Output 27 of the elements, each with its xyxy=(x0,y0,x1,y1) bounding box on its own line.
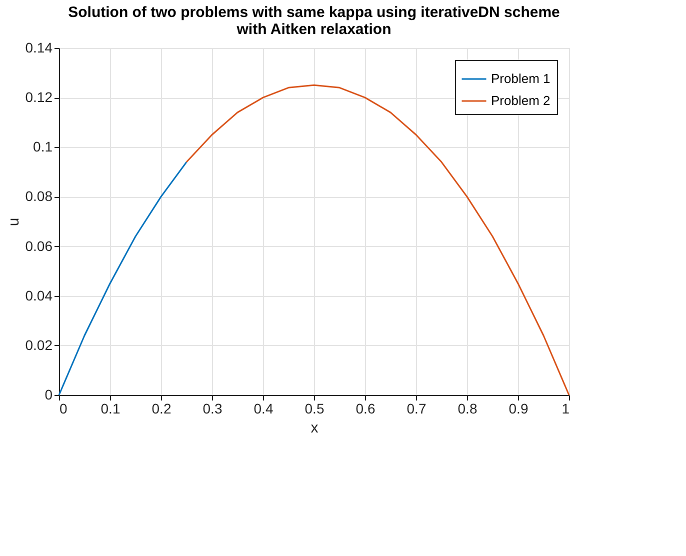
x-tick-label: 0.5 xyxy=(304,400,324,416)
legend-label: Problem 1 xyxy=(491,71,550,86)
x-tick-label: 0.9 xyxy=(508,400,528,416)
y-tick-label: 0.1 xyxy=(33,138,53,155)
x-axis-title: x xyxy=(310,420,319,436)
x-tick-label: 0.3 xyxy=(202,400,222,416)
x-tick-label: 0.2 xyxy=(152,400,172,416)
y-tick-label: 0 xyxy=(44,386,53,402)
x-tick-label: 0.8 xyxy=(458,400,478,416)
y-axis-title: u xyxy=(5,218,22,226)
y-tick-label: 0.02 xyxy=(25,336,53,353)
text: Solution of two problems with same kappa using iterativeDN scheme xyxy=(68,4,560,21)
y-tick-label: 0.14 xyxy=(25,40,53,56)
line-series xyxy=(186,84,570,396)
y-tick-label: 0.12 xyxy=(25,89,53,106)
x-tick-label: 0.1 xyxy=(100,400,120,416)
x-tick-label: 0.4 xyxy=(254,400,274,416)
line-series xyxy=(58,161,188,396)
y-tick-label: 0.08 xyxy=(25,188,53,204)
x-tick-label: 0 xyxy=(60,400,68,416)
text: with Aitken relaxation xyxy=(236,21,392,38)
y-tick-label: 0.04 xyxy=(25,287,53,304)
legend-label: Problem 2 xyxy=(491,93,550,108)
x-tick-label: 1 xyxy=(562,400,570,416)
x-tick-label: 0.7 xyxy=(406,400,426,416)
y-tick-label: 0.06 xyxy=(25,238,53,254)
x-tick-label: 0.6 xyxy=(356,400,376,416)
